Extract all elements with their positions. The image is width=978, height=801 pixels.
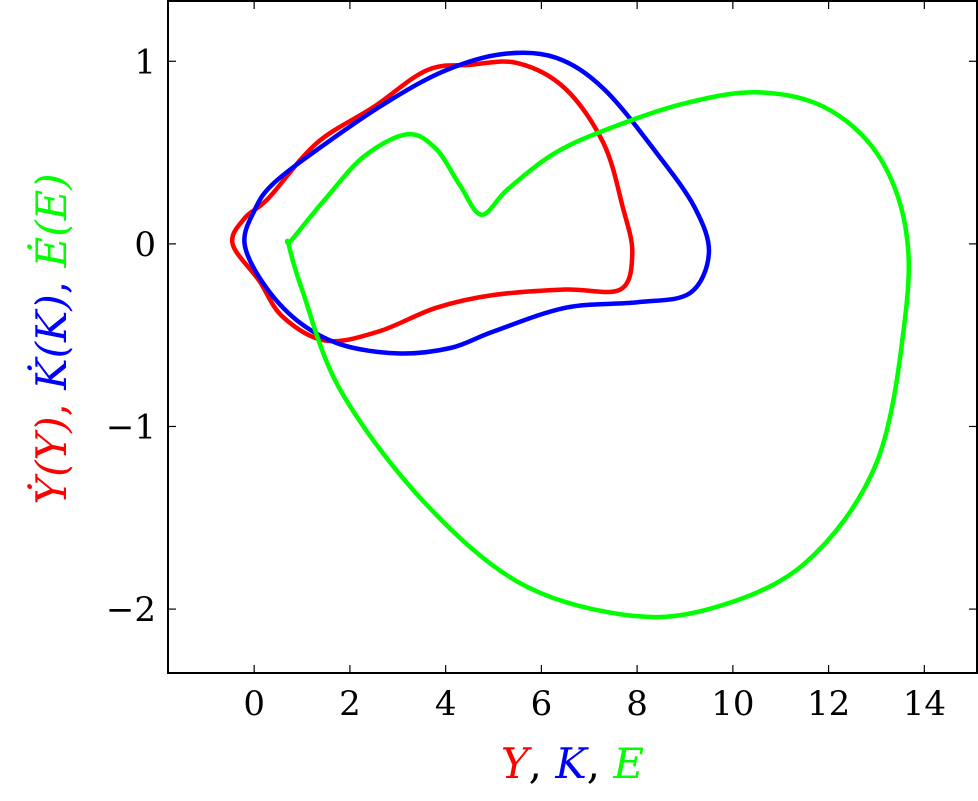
x-tick-label: 4: [435, 684, 457, 724]
x-tick-label: 0: [243, 684, 265, 724]
x-tick-label: 8: [626, 684, 648, 724]
series-e-curve: [284, 90, 912, 620]
plot-frame: [167, 0, 978, 674]
ticks-layer: 0 2 4 6 8 10 12 14 −2 −1 0 1: [106, 1, 977, 724]
x-tick-label: 12: [807, 684, 850, 724]
y-axis-label: Ẏ(Y), K̇(K), Ė(E): [26, 173, 76, 504]
axis-label-part: ,: [27, 390, 76, 417]
x-axis-label: Y, K, E: [501, 739, 644, 788]
axis-label-part: K: [554, 739, 589, 788]
axis-label-part: E: [612, 739, 644, 788]
y-tick-label: −2: [106, 590, 156, 630]
axis-label-part: Y: [501, 739, 533, 788]
y-tick-label: 1: [134, 42, 156, 82]
axis-label-part: ,: [27, 267, 76, 294]
x-tick-label: 2: [339, 684, 361, 724]
series-y-curve: [229, 59, 635, 344]
x-tick-label: 10: [711, 684, 754, 724]
series-layer: [229, 50, 912, 620]
x-tick-label: 6: [531, 684, 553, 724]
axis-label-part: K̇(K): [26, 294, 76, 391]
y-tick-label: −1: [106, 407, 156, 447]
axis-label-part: Ė(E): [26, 173, 76, 268]
y-tick-label: 0: [134, 225, 156, 265]
axis-label-part: Ẏ(Y): [26, 416, 76, 504]
axis-label-part: ,: [587, 739, 614, 788]
x-tick-label: 14: [903, 684, 946, 724]
axis-label-part: ,: [529, 739, 556, 788]
series-k-curve: [242, 50, 712, 356]
